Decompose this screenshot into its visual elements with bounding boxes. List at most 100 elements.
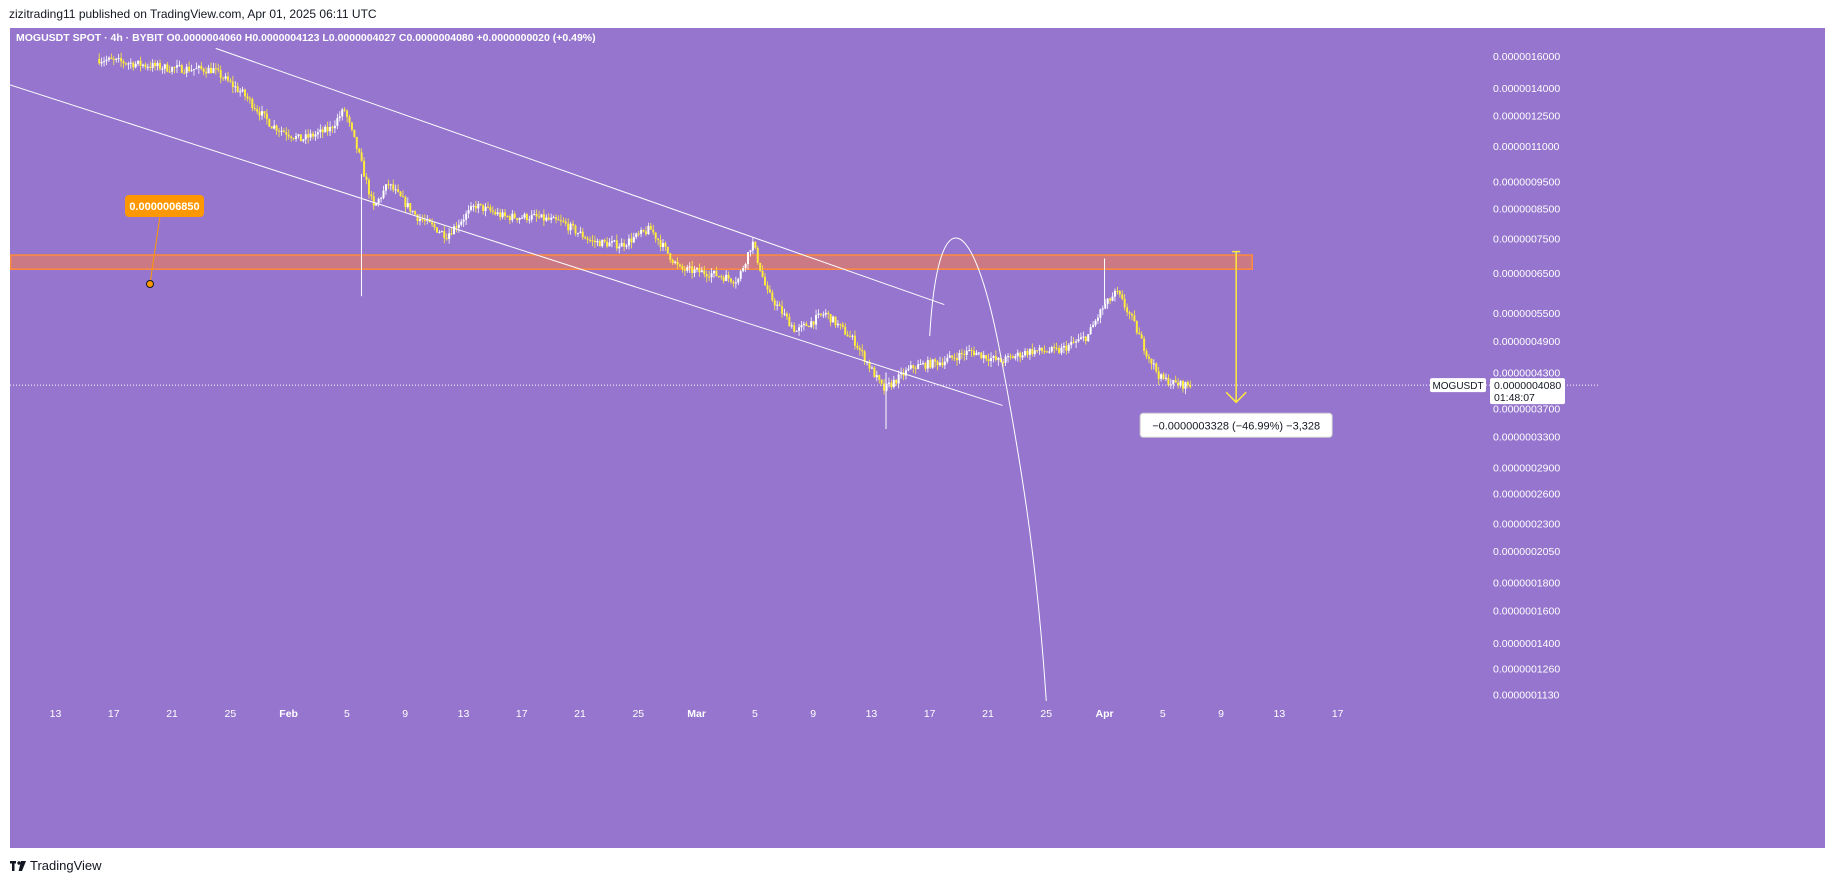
candle-body (584, 237, 587, 239)
candle-body (440, 231, 443, 233)
candle-body (253, 108, 256, 110)
symbol-badge-label: MOGUSDT (1432, 381, 1483, 392)
candle-body (606, 241, 609, 247)
candle-body (433, 224, 436, 228)
candle-body (1011, 356, 1014, 359)
date-tick-label: 25 (1040, 708, 1052, 720)
candle-body (1174, 380, 1177, 383)
ohlc-legend[interactable]: MOGUSDT SPOT · 4h · BYBIT O0.0000004060 … (16, 32, 596, 44)
candle-body (1133, 315, 1136, 322)
candle-body (1164, 377, 1167, 379)
measure-label-box (1139, 412, 1333, 438)
date-tick-label: 5 (752, 708, 758, 720)
candle-body (661, 243, 664, 247)
candle-body (856, 345, 859, 349)
candle-body (951, 355, 954, 358)
candle-body (907, 368, 910, 371)
candle-body (282, 130, 285, 133)
candle-body (953, 357, 956, 359)
candle-body (477, 203, 480, 209)
candle-body (331, 126, 334, 129)
candle-body (819, 313, 822, 315)
date-tick-label: 9 (1218, 708, 1224, 720)
candle-body (1106, 298, 1109, 305)
candle-body (112, 58, 115, 60)
candle-body (297, 134, 300, 137)
candle-body (139, 60, 142, 66)
candle-body (1138, 332, 1141, 335)
candle-body (982, 355, 985, 359)
candle-body (853, 335, 856, 346)
candle-body (353, 129, 356, 137)
candle-body (222, 77, 225, 79)
date-tick-label: Feb (279, 708, 298, 720)
candle-body (350, 122, 353, 130)
candle-body (1152, 363, 1155, 365)
chart-canvas[interactable]: −0.0000003328 (−46.99%) −3,328 0.00000068… (10, 28, 1825, 848)
candle-body (540, 214, 543, 218)
candle-body (129, 62, 132, 64)
candle-body (314, 134, 317, 137)
candle-body (355, 136, 358, 149)
candle-body (921, 363, 924, 365)
upper-trendline[interactable] (215, 47, 945, 306)
date-tick-label: 21 (982, 708, 994, 720)
price-tick-label: 0.0000001800 (1493, 577, 1560, 589)
date-tick-label: 13 (458, 708, 470, 720)
candle-body (669, 253, 672, 260)
candle-body (693, 269, 696, 274)
candle-body (333, 125, 336, 129)
candle-body (110, 57, 113, 59)
candle-body (1157, 371, 1160, 379)
parabolic-curve[interactable] (929, 237, 1047, 702)
candle-body (482, 204, 485, 211)
candle-body (1123, 298, 1126, 308)
candle-body (389, 184, 392, 186)
candle-body (100, 61, 103, 64)
candle-body (963, 354, 966, 356)
candle-body (839, 323, 842, 325)
candle-body (217, 68, 220, 70)
candle-body (156, 62, 159, 67)
candle-body (744, 264, 747, 268)
price-tick-label: 0.0000009500 (1493, 176, 1560, 188)
candle-body (1099, 309, 1102, 318)
candle-body (365, 176, 368, 180)
candle-body (1160, 374, 1163, 379)
candle-body (647, 225, 650, 235)
candle-body (678, 264, 681, 267)
callout-anchor-dot[interactable] (146, 280, 154, 288)
candle-body (185, 66, 188, 73)
publish-line: zizitrading11 published on TradingView.c… (9, 7, 377, 21)
candle-body (1058, 348, 1061, 353)
measure-arrow-head (1225, 391, 1247, 404)
candle-body (732, 281, 735, 284)
candle-body (1092, 324, 1095, 328)
candle-body (358, 148, 361, 153)
lower-trendline[interactable] (10, 74, 1003, 406)
price-tick-label: 0.0000002050 (1493, 546, 1560, 558)
time-scale[interactable]: 13 17 21 25 Feb 5 9 13 17 21 25 Mar 5 9 13 17 21 25 Apr 5 9 1… (50, 708, 1344, 720)
date-tick-label: 25 (224, 708, 236, 720)
candle-body (178, 65, 181, 67)
chart-area[interactable]: −0.0000003328 (−46.99%) −3,328 0.00000068… (10, 28, 1825, 848)
candle-body (513, 213, 516, 219)
candle-body (798, 327, 801, 331)
candle-body (902, 372, 905, 376)
candle-body (1002, 362, 1005, 364)
price-scale[interactable]: 0.0000016000 0.0000014000 0.0000012500 0.00… (1493, 51, 1560, 702)
resistance-zone[interactable] (10, 254, 1253, 270)
candle-body (418, 218, 421, 221)
candle-body (603, 239, 606, 242)
candle-body (941, 362, 944, 366)
zone-callout-box[interactable] (125, 195, 204, 217)
candle-body (895, 379, 898, 384)
candle-body (717, 276, 720, 278)
candle-body (1028, 348, 1031, 355)
tradingview-brand[interactable]: TradingView (10, 858, 102, 873)
candle-body (1053, 347, 1056, 349)
candle-body (887, 382, 890, 384)
tradingview-wordmark: TradingView (30, 858, 102, 873)
candle-body (307, 134, 310, 138)
candle-body (576, 233, 579, 235)
